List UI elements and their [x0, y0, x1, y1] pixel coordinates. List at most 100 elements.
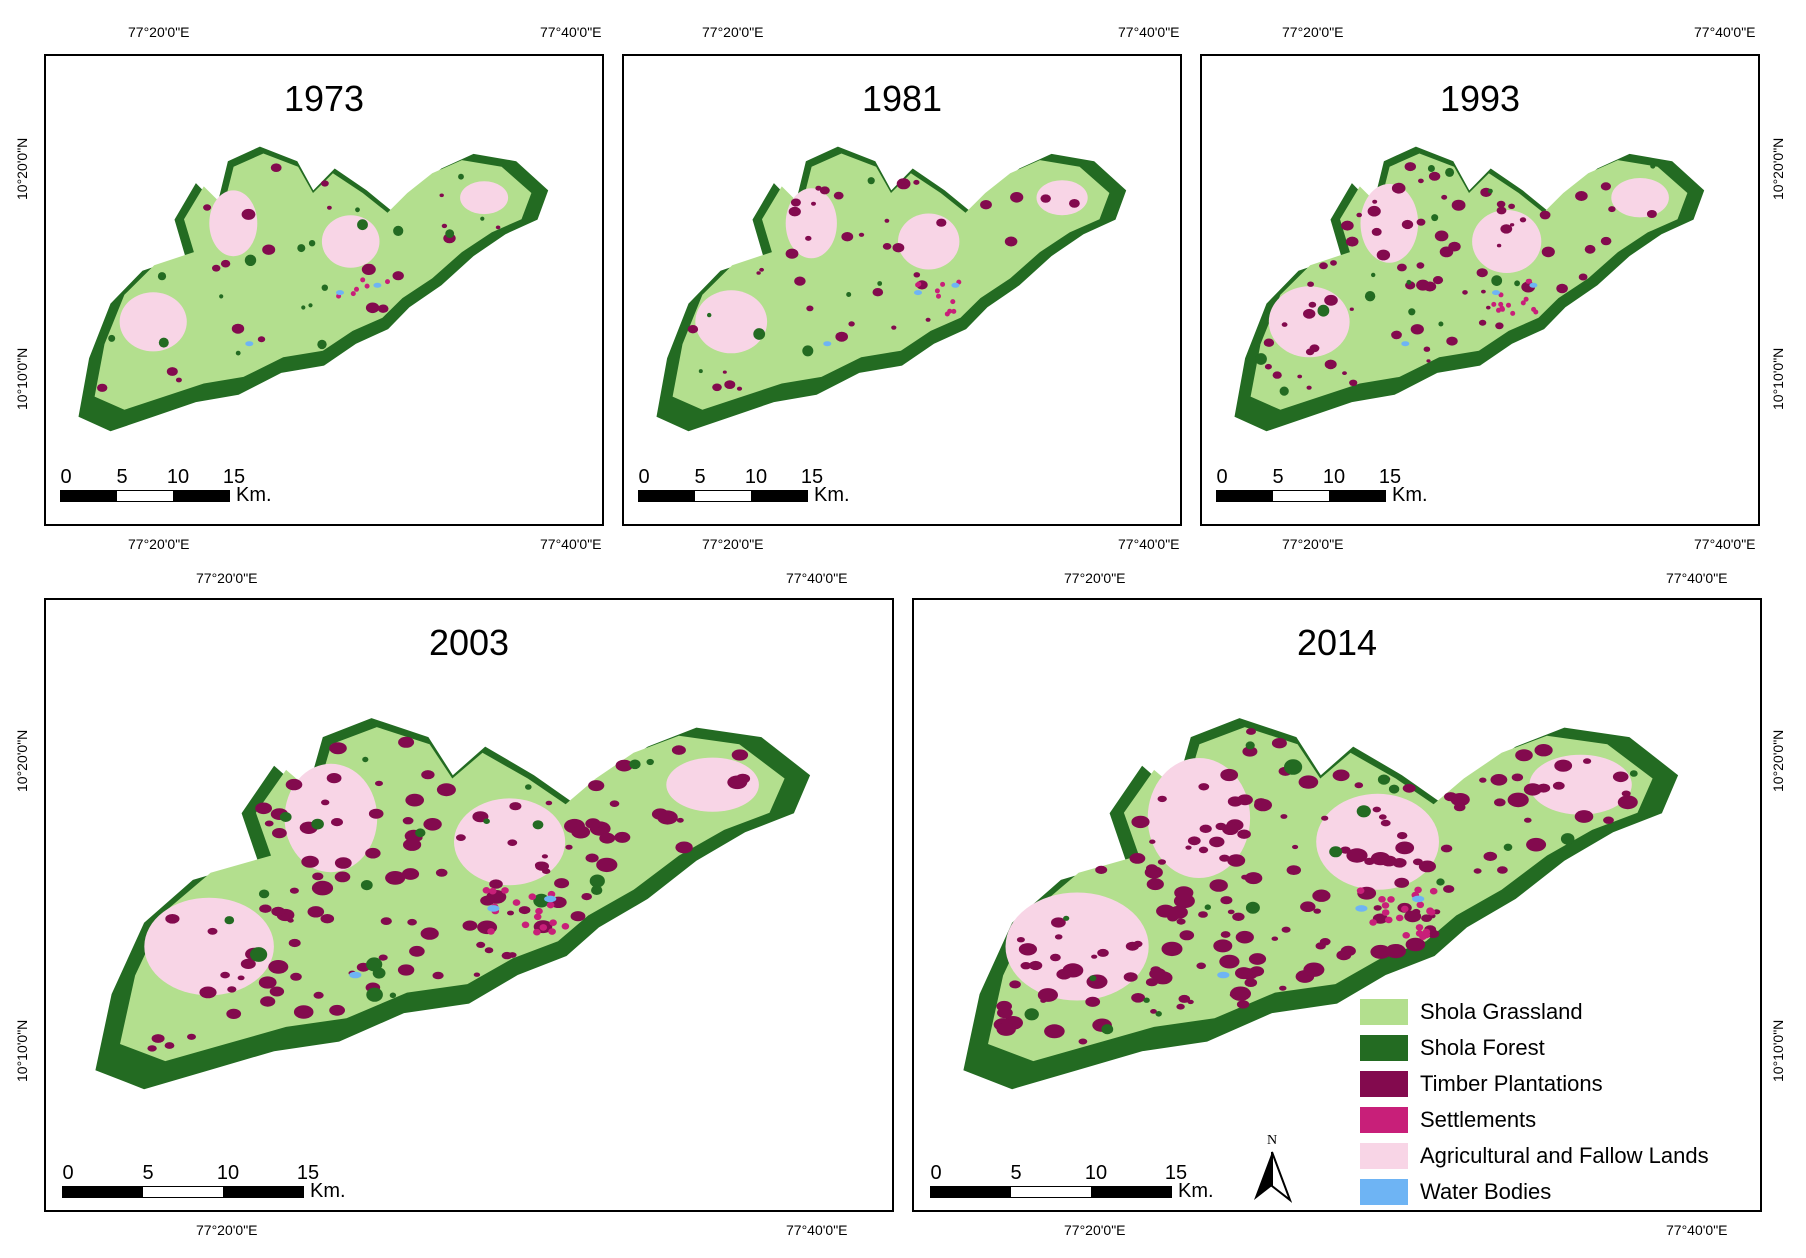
settlement — [934, 288, 940, 294]
timber-plantation-patch — [1476, 268, 1488, 278]
shola-forest-patch — [360, 880, 373, 891]
legend-item-shola-grassland: Shola Grassland — [1360, 994, 1709, 1030]
agricultural-patch — [460, 181, 509, 215]
settlement — [512, 899, 521, 906]
timber-plantation-patch — [365, 302, 380, 314]
timber-plantation-patch — [392, 271, 404, 281]
timber-plantation-patch — [1523, 783, 1542, 796]
timber-plantation-patch — [1176, 918, 1186, 925]
settlement — [521, 921, 530, 929]
shola-forest-patch — [1101, 1024, 1114, 1035]
timber-plantation-patch — [1583, 758, 1592, 764]
timber-plantation-patch — [1349, 307, 1354, 311]
timber-plantation-patch — [1220, 768, 1239, 782]
timber-plantation-patch — [420, 927, 439, 940]
timber-plantation-patch — [1044, 1024, 1065, 1039]
timber-plantation-patch — [1370, 852, 1391, 866]
timber-plantation-patch — [1401, 219, 1414, 230]
lat-label-north: 10°20'0"N — [1770, 137, 1786, 200]
timber-plantation-patch — [1241, 874, 1249, 880]
timber-plantation-patch — [401, 868, 420, 880]
timber-plantation-patch — [1219, 954, 1240, 969]
panel-title: 2014 — [1296, 622, 1378, 663]
shola-forest-patch — [1089, 975, 1097, 982]
shola-forest-patch — [250, 947, 268, 962]
timber-plantation-patch — [585, 818, 601, 829]
timber-plantation-patch — [259, 904, 272, 913]
timber-plantation-patch — [385, 871, 406, 885]
timber-plantation-patch — [671, 745, 686, 755]
timber-plantation-patch — [1145, 978, 1158, 987]
timber-plantation-patch — [1552, 781, 1565, 790]
timber-plantation-patch — [1303, 308, 1316, 319]
timber-plantation-patch — [687, 325, 699, 334]
shola-forest-patch — [389, 992, 397, 999]
timber-plantation-patch — [1308, 301, 1317, 308]
timber-plantation-patch — [892, 243, 905, 253]
timber-plantation-patch — [882, 243, 892, 250]
timber-plantation-patch — [1412, 908, 1421, 915]
panel-title: 1981 — [861, 78, 943, 119]
timber-plantation-patch — [331, 818, 343, 827]
timber-plantation-patch — [484, 947, 494, 954]
shola-forest-patch — [1245, 901, 1260, 914]
timber-plantation-patch — [1402, 783, 1416, 793]
timber-plantation-patch — [329, 1004, 345, 1016]
timber-plantation-patch — [996, 1022, 1016, 1036]
legend-swatch — [1360, 1035, 1408, 1061]
timber-plantation-patch — [1378, 814, 1387, 820]
timber-plantation-patch — [1176, 1003, 1185, 1010]
timber-plantation-patch — [1509, 223, 1515, 227]
timber-plantation-patch — [1237, 794, 1253, 806]
map-panel-1981: 1981 0 5 10 15 Km. — [622, 54, 1182, 526]
shola-grassland-area — [672, 153, 1110, 410]
legend-swatch — [1360, 999, 1408, 1025]
legend-label: Agricultural and Fallow Lands — [1420, 1143, 1709, 1168]
timber-plantation-patch — [570, 911, 586, 922]
shola-forest-patch — [1445, 167, 1455, 177]
scale-tick: 15 — [1164, 1162, 1188, 1184]
timber-plantation-patch — [1496, 200, 1506, 208]
shola-forest-patch — [458, 173, 464, 180]
shola-forest-patch — [355, 207, 360, 213]
shola-forest-patch — [646, 758, 654, 766]
timber-plantation-patch — [848, 321, 855, 327]
legend-item-settlements: Settlements — [1360, 1102, 1709, 1138]
timber-plantation-patch — [402, 817, 414, 825]
shola-forest-patch — [235, 350, 241, 356]
timber-plantation-patch — [327, 205, 332, 210]
shola-forest-patch — [308, 240, 316, 247]
timber-plantation-patch — [1300, 901, 1316, 912]
timber-plantation-patch — [1478, 319, 1487, 326]
timber-plantation-patch — [1069, 199, 1080, 208]
shola-forest-patch — [1488, 188, 1493, 194]
timber-plantation-patch — [187, 1033, 196, 1040]
timber-plantation-patch — [1242, 746, 1258, 757]
shola-forest-patch — [1436, 878, 1445, 886]
scale-tick: 5 — [142, 1162, 154, 1184]
land-cover-map — [95, 718, 811, 1090]
timber-plantation-patch — [1219, 854, 1230, 862]
lon-label-top-east: 77°40'0"E — [1694, 24, 1756, 40]
timber-plantation-patch — [1345, 236, 1359, 247]
timber-plantation-patch — [226, 1008, 242, 1019]
timber-plantation-patch — [936, 218, 947, 227]
shola-forest-patch — [753, 328, 766, 340]
timber-plantation-patch — [1371, 227, 1382, 236]
scale-tick: 0 — [62, 1162, 74, 1184]
settlement — [1520, 300, 1526, 306]
timber-plantation-patch — [1324, 294, 1338, 306]
water-body — [1492, 290, 1500, 296]
timber-plantation-patch — [241, 208, 256, 220]
timber-plantation-patch — [1312, 889, 1331, 902]
timber-plantation-patch — [1539, 210, 1551, 220]
shola-forest-patch — [707, 312, 712, 318]
timber-plantation-patch — [1010, 192, 1024, 203]
timber-plantation-patch — [759, 267, 764, 272]
shola-forest-patch — [311, 818, 324, 830]
timber-plantation-patch — [1227, 909, 1235, 915]
timber-plantation-patch — [1541, 246, 1555, 258]
shola-forest-patch — [244, 254, 257, 266]
timber-plantation-patch — [1157, 859, 1166, 865]
water-body — [245, 341, 254, 347]
